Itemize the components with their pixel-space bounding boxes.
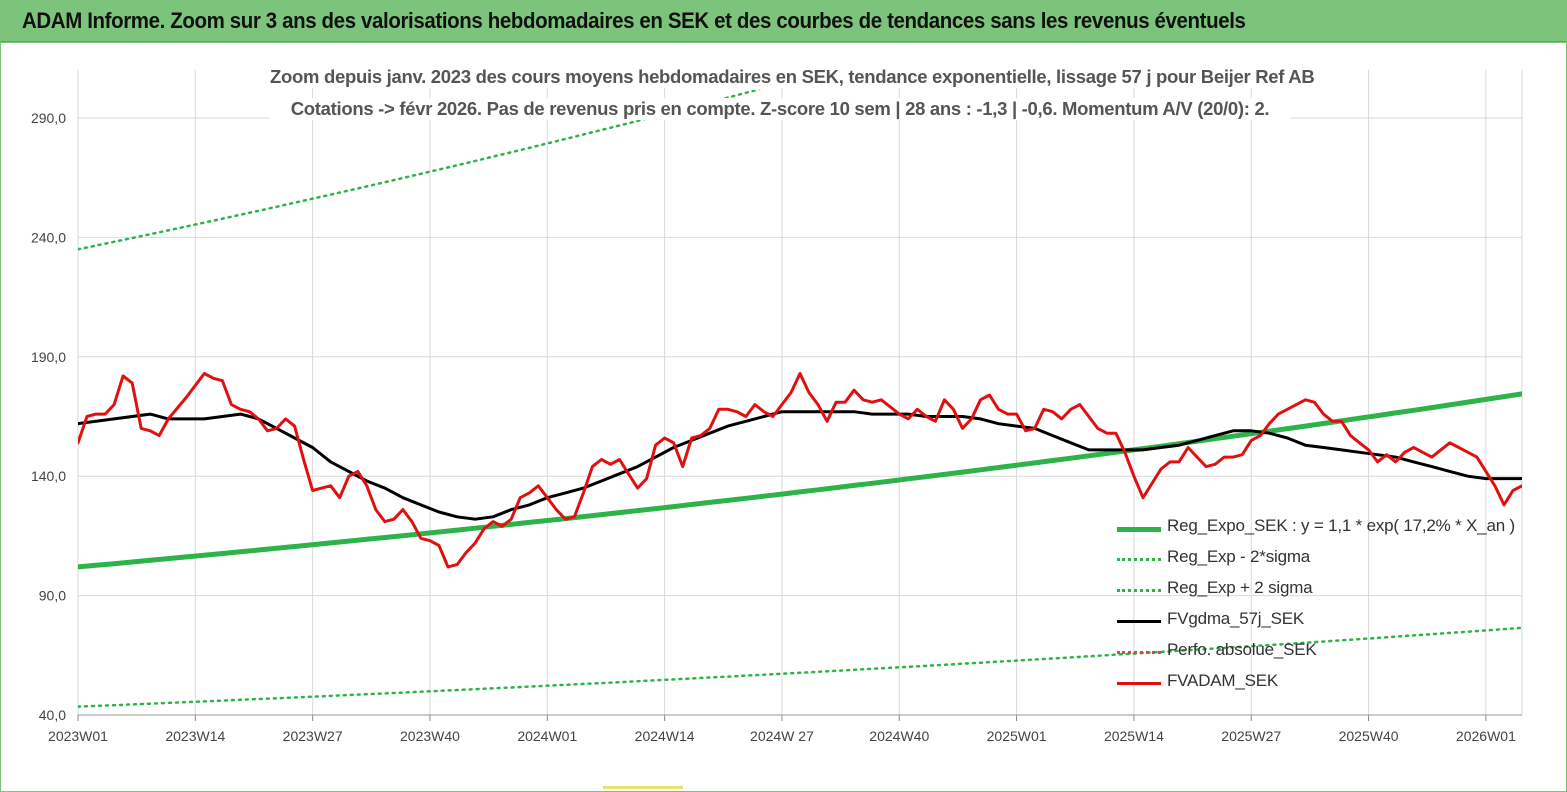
x-tick-label: 2025W01 xyxy=(987,728,1047,744)
chart-subtitle-line1: Zoom depuis janv. 2023 des cours moyens … xyxy=(270,66,1315,88)
legend-swatch xyxy=(1117,651,1161,654)
legend-label: Reg_Expo_SEK : y = 1,1 * exp( 17,2% * X_… xyxy=(1167,516,1515,535)
legend-swatch xyxy=(1117,682,1161,685)
report-title: ADAM Informe. Zoom sur 3 ans des valoris… xyxy=(22,8,1246,33)
legend-entry-reg_upper: Reg_Exp + 2 sigma xyxy=(1117,575,1527,606)
x-tick-label: 2023W27 xyxy=(283,728,343,744)
legend-entry-reg_lower: Reg_Exp - 2*sigma xyxy=(1117,544,1527,575)
legend-swatch xyxy=(1117,558,1161,561)
x-tick-label: 2023W01 xyxy=(48,728,108,744)
legend-label: Reg_Exp - 2*sigma xyxy=(1167,547,1311,566)
legend-label: FVADAM_SEK xyxy=(1167,671,1279,690)
x-tick-label: 2025W27 xyxy=(1221,728,1281,744)
report-banner: ADAM Informe. Zoom sur 3 ans des valoris… xyxy=(0,0,1567,42)
series-line-fvadam xyxy=(78,372,1522,569)
y-tick-label: 140,0 xyxy=(31,468,66,484)
x-tick-label: 2024W 27 xyxy=(750,728,814,744)
y-tick-label: 90,0 xyxy=(39,588,66,604)
x-tick-label: 2023W40 xyxy=(400,728,460,744)
x-tick-label: 2024W14 xyxy=(635,728,695,744)
chart-legend: Reg_Expo_SEK : y = 1,1 * exp( 17,2% * X_… xyxy=(1117,513,1527,699)
legend-swatch xyxy=(1117,589,1161,592)
series-line-reg_lower xyxy=(78,626,1522,708)
x-tick-label: 2025W14 xyxy=(1104,728,1164,744)
bottom-accent-bar xyxy=(603,786,683,789)
x-tick-label: 2024W01 xyxy=(517,728,577,744)
series-line-reg_expo xyxy=(78,391,1522,570)
x-tick-label: 2026W01 xyxy=(1456,728,1516,744)
legend-label: FVgdma_57j_SEK xyxy=(1167,609,1305,628)
legend-entry-reg_expo: Reg_Expo_SEK : y = 1,1 * exp( 17,2% * X_… xyxy=(1117,513,1527,544)
legend-label: Reg_Exp + 2 sigma xyxy=(1167,578,1313,597)
legend-label: Perfo. absolue_SEK xyxy=(1167,640,1317,659)
chart-axes: 290,0 240,0 190,0 140,0 90,0 40,0 2023W01 2023W… xyxy=(31,110,1522,744)
legend-entry-fvgdma: FVgdma_57j_SEK xyxy=(1117,606,1527,637)
y-tick-label: 190,0 xyxy=(31,349,66,365)
chart-subtitle-line2: Cotations -> févr 2026. Pas de revenus p… xyxy=(270,98,1290,120)
legend-swatch xyxy=(1117,620,1161,623)
y-tick-label: 40,0 xyxy=(39,707,66,723)
legend-entry-perfo: Perfo. absolue_SEK xyxy=(1117,637,1527,668)
x-tick-label: 2025W40 xyxy=(1339,728,1399,744)
x-tick-label: 2023W14 xyxy=(165,728,225,744)
legend-entry-fvadam: FVADAM_SEK xyxy=(1117,668,1527,699)
y-tick-label: 290,0 xyxy=(31,110,66,126)
legend-swatch xyxy=(1117,527,1161,532)
x-tick-label: 2024W40 xyxy=(869,728,929,744)
y-tick-label: 240,0 xyxy=(31,229,66,245)
series-line-reg_upper xyxy=(78,90,762,251)
chart-series xyxy=(78,90,1522,708)
